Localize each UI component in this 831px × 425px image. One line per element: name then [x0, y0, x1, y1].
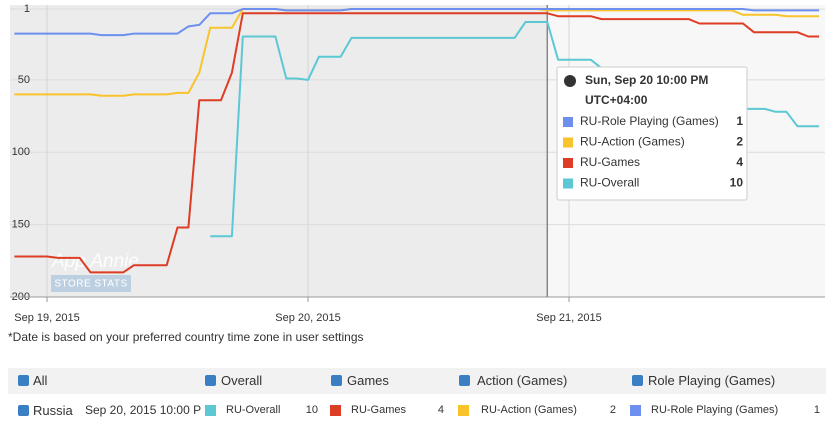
note: *Date is based on your preferred country… [8, 330, 364, 344]
filter-label[interactable]: Games [347, 373, 389, 388]
row-series-value: 10 [305, 404, 318, 416]
row-swatch [630, 405, 641, 416]
x-tick-label: Sep 19, 2015 [14, 312, 79, 324]
filter-checkbox[interactable] [459, 375, 470, 386]
tooltip-series-name: RU-Action (Games) [580, 135, 685, 149]
series-line [14, 8, 820, 37]
row-swatch [330, 405, 341, 416]
row-checkbox[interactable] [18, 405, 29, 416]
row-date: Sep 20, 2015 10:00 P [85, 403, 202, 417]
tooltip-swatch [563, 137, 573, 148]
filter-checkbox[interactable] [632, 375, 643, 386]
filter-bar [8, 368, 826, 394]
row-series-name: RU-Action (Games) [481, 404, 577, 416]
watermark-subtitle: STORE STATS [54, 279, 127, 290]
y-tick-label: 50 [18, 74, 30, 86]
tooltip-swatch [563, 178, 573, 189]
row-series-name: RU-Overall [226, 404, 281, 416]
filter-checkbox[interactable] [18, 375, 29, 386]
tooltip-box [556, 66, 748, 201]
tooltip-time: Sun, Sep 20 10:00 PM [585, 73, 708, 87]
watermark-box [51, 275, 131, 292]
tooltip-series-name: RU-Games [580, 155, 640, 169]
tooltip-series-name: RU-Overall [580, 176, 639, 190]
filter-label[interactable]: Action (Games) [477, 373, 568, 388]
series-line [14, 12, 820, 274]
filter-checkbox[interactable] [331, 375, 342, 386]
row-series-name: RU-Games [351, 404, 407, 416]
tooltip-icon [564, 75, 576, 87]
filter-label[interactable]: Role Playing (Games) [648, 373, 776, 388]
tooltip-swatch [563, 158, 573, 168]
tooltip-timezone: UTC+04:00 [585, 93, 648, 107]
tooltip-swatch [563, 117, 573, 127]
filter-label[interactable]: All [33, 373, 48, 388]
tooltip-series-value: 10 [730, 176, 744, 190]
tooltip-series-value: 1 [736, 114, 743, 128]
tooltip-series-value: 2 [736, 135, 743, 149]
row-series-value: 2 [609, 404, 616, 416]
tooltip-series-name: RU-Role Playing (Games) [580, 114, 719, 128]
tooltip: Sun, Sep 20 10:00 PM UTC+04:00 RU-Role Pla… [556, 66, 748, 201]
row-series-value: 1 [813, 404, 820, 416]
x-tick-label: Sep 20, 2015 [275, 312, 340, 324]
filter-label[interactable]: Overall [221, 373, 263, 388]
x-tick-label: Sep 21, 2015 [536, 312, 601, 324]
country: Russia [33, 403, 73, 418]
row-series-name: RU-Role Playing (Games) [651, 404, 779, 416]
y-tick-label: 100 [12, 146, 30, 158]
row-series-value: 4 [437, 404, 444, 416]
row-swatch [458, 405, 469, 416]
tooltip-series-value: 4 [736, 155, 743, 169]
hover-shade [10, 5, 548, 297]
y-tick-label: 150 [12, 219, 30, 231]
y-tick-label: 1 [24, 3, 30, 15]
watermark-title: App Annie [51, 251, 139, 272]
row-swatch [205, 405, 216, 416]
filter-checkbox[interactable] [205, 375, 216, 386]
